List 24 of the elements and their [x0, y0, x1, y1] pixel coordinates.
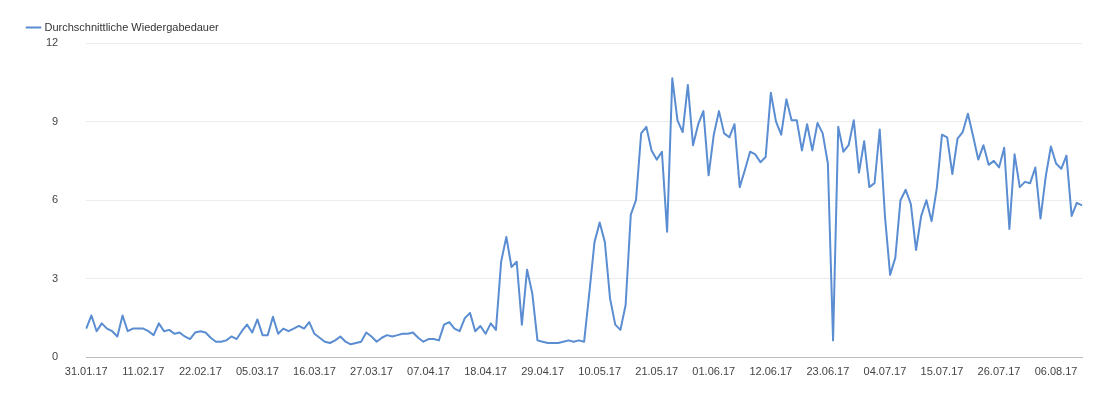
x-tick-label: 26.07.17	[977, 365, 1021, 378]
y-tick-label: 12	[45, 36, 59, 49]
x-tick-label: 16.03.17	[293, 365, 336, 378]
x-tick-label: 05.03.17	[235, 365, 279, 378]
x-tick-label: 21.05.17	[635, 365, 679, 378]
x-tick-label: 10.05.17	[578, 365, 622, 378]
x-tick-label: 04.07.17	[863, 365, 907, 378]
y-tick-label: 0	[52, 350, 59, 363]
y-tick-label: 3	[52, 271, 59, 284]
x-tick-label: 22.02.17	[178, 365, 222, 378]
legend-label: Durchschnittliche Wiedergabedauer	[44, 20, 220, 33]
x-tick-label: 18.04.17	[464, 365, 507, 378]
x-tick-label: 01.06.17	[692, 365, 736, 378]
x-tick-label: 29.04.17	[521, 365, 565, 378]
x-tick-label: 06.08.17	[1034, 365, 1078, 378]
x-tick-label: 15.07.17	[920, 365, 964, 378]
y-tick-label: 9	[52, 114, 59, 127]
x-tick-label: 23.06.17	[806, 365, 850, 378]
x-tick-label: 12.06.17	[749, 365, 793, 378]
x-tick-label: 11.02.17	[122, 365, 165, 378]
x-tick-label: 31.01.17	[64, 365, 108, 378]
x-tick-label: 07.04.17	[407, 365, 450, 378]
y-tick-label: 6	[52, 193, 59, 206]
x-tick-label: 27.03.17	[350, 365, 393, 378]
